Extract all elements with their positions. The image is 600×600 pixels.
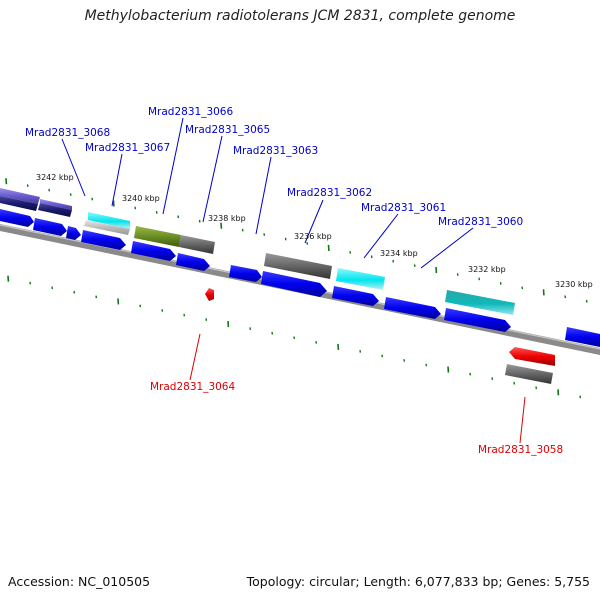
scale-label: 3234 kbp: [380, 249, 418, 258]
forward-cds-track: [0, 209, 600, 347]
accession-text: Accession: NC_010505: [8, 574, 151, 589]
cds-arrow: [0, 209, 34, 227]
leader-3060: [420, 227, 474, 269]
cds-arrow: [444, 308, 511, 332]
cds-arrow: [131, 241, 176, 261]
gene-label-3068[interactable]: Mrad2831_3068: [25, 127, 110, 139]
leader-3066: [162, 117, 184, 215]
feature-grey-3063: [264, 253, 332, 279]
feature-teal-3060: [445, 290, 515, 315]
scale-label: 3232 kbp: [468, 265, 506, 274]
label-leaders-reverse: [189, 333, 526, 444]
cds-arrow: [33, 218, 67, 236]
feature-grey-3058: [505, 364, 553, 384]
cds-arrow: [81, 230, 126, 250]
scale-ticks: [5, 178, 588, 399]
gene-label-3065[interactable]: Mrad2831_3065: [185, 124, 270, 136]
scale-label: 3230 kbp: [555, 280, 593, 289]
cds-arrow: [261, 271, 327, 297]
leader-3068: [61, 138, 86, 197]
gene-label-3064[interactable]: Mrad2831_3064: [150, 381, 235, 393]
gene-labels: Mrad2831_3068 Mrad2831_3067 Mrad2831_306…: [25, 106, 523, 228]
gene-label-3060[interactable]: Mrad2831_3060: [438, 216, 523, 228]
cds-arrow: [176, 253, 210, 271]
gene-labels-reverse: Mrad2831_3064 Mrad2831_3058: [150, 381, 563, 456]
gene-label-3067[interactable]: Mrad2831_3067: [85, 142, 170, 154]
gene-label-3061[interactable]: Mrad2831_3061: [361, 202, 446, 214]
scale-label: 3240 kbp: [122, 194, 160, 203]
gene-label-3062[interactable]: Mrad2831_3062: [287, 187, 372, 199]
genome-summary-text: Topology: circular; Length: 6,077,833 bp…: [246, 574, 590, 589]
scale-label: 3236 kbp: [294, 232, 332, 241]
cds-arrow: [229, 265, 262, 282]
reverse-feature-track: [205, 288, 555, 384]
feature-navy-2: [38, 203, 72, 217]
feature-slate: [0, 188, 40, 204]
feature-red-3058: [509, 347, 555, 366]
cds-arrow: [565, 327, 600, 347]
scale-label: 3238 kbp: [208, 214, 246, 223]
gene-label-3066[interactable]: Mrad2831_3066: [148, 106, 233, 118]
feature-cyan-3067: [88, 212, 130, 229]
feature-lightgrey-3067: [84, 220, 130, 235]
leader-3063: [255, 156, 272, 235]
cds-arrow: [332, 286, 379, 306]
leader-3058: [519, 396, 526, 444]
cds-arrow: [66, 226, 81, 240]
scale-labels: 3242 kbp 3240 kbp 3238 kbp 3236 kbp 3234…: [36, 173, 593, 289]
leader-3061: [363, 213, 399, 259]
genome-title: Methylobacterium radiotolerans JCM 2831,…: [84, 8, 516, 24]
gene-label-3058[interactable]: Mrad2831_3058: [478, 444, 563, 456]
feature-navy: [0, 196, 38, 211]
label-leaders: [61, 117, 474, 269]
feature-slate-2: [40, 199, 72, 210]
feature-grey-3065: [179, 235, 215, 254]
scale-label: 3242 kbp: [36, 173, 74, 182]
leader-3065: [202, 135, 223, 223]
leader-3062: [304, 199, 324, 244]
leader-3067: [111, 153, 123, 207]
gene-label-3063[interactable]: Mrad2831_3063: [233, 145, 318, 157]
leader-3064: [189, 333, 201, 381]
feature-cyan-3062: [336, 268, 385, 290]
feature-red-3064: [205, 288, 214, 301]
feature-olive-3066: [134, 226, 181, 247]
forward-feature-track: [0, 188, 515, 315]
cds-arrow: [384, 297, 441, 319]
